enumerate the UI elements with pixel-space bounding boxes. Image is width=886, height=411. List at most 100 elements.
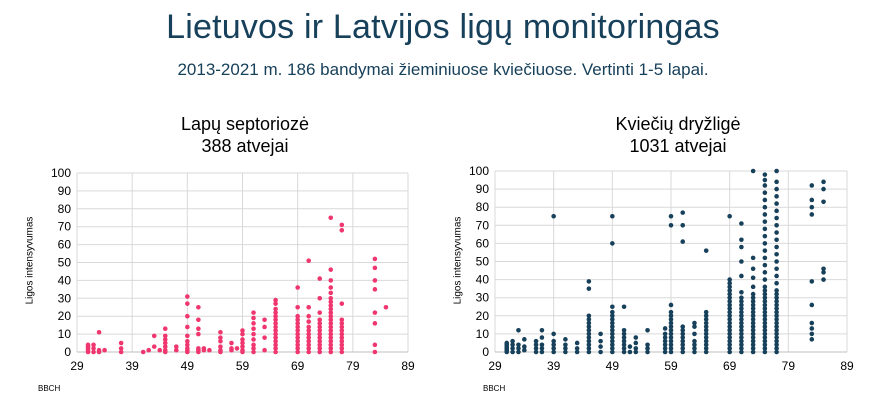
data-point [727,291,732,297]
data-point [328,328,334,333]
data-point [703,342,709,348]
data-point [727,335,732,340]
data-point [762,338,768,344]
data-point [774,327,779,333]
data-point [633,335,639,340]
data-point [703,313,709,319]
data-point [633,349,639,355]
data-point [774,342,779,348]
data-point [162,337,168,342]
data-point [317,324,323,330]
data-point [196,346,201,351]
data-point [118,349,124,355]
data-point [273,301,278,306]
data-point [162,333,168,339]
y-tick-label: 80 [476,200,490,214]
y-tick-label: 60 [476,236,490,250]
data-point [739,306,744,311]
data-point [162,344,168,349]
data-point [146,347,152,353]
data-point [774,168,779,174]
data-point [739,338,744,344]
y-tick-label: 50 [58,256,72,270]
data-point [273,297,278,303]
data-point [739,302,744,308]
data-point [727,317,732,322]
data-point [598,331,603,337]
data-point [586,320,592,326]
y-tick-label: 50 [476,255,490,269]
data-point [196,331,201,337]
data-point [102,347,107,353]
data-point [750,255,756,261]
data-point [739,299,744,304]
scatter-plot: 0 10 20 30 40 50 60 70 80 90 100 29 39 49 59 69 79 89 [469,164,854,373]
data-point [586,324,592,329]
data-point [809,197,815,203]
data-point [680,338,686,344]
data-point [750,331,756,337]
y-tick-label: 0 [482,345,489,359]
data-point [574,349,580,355]
chart-dryžligė: Kviečių dryžligė 1031 atvejai Ligos inte… [443,0,886,411]
data-point [551,338,556,344]
data-point [668,346,674,351]
data-point [96,347,102,353]
data-point [610,313,615,319]
data-point [317,310,323,315]
data-point [273,324,278,330]
data-point [621,331,627,337]
data-point [727,331,732,337]
data-point [229,346,234,351]
data-point [306,331,312,337]
data-point [692,331,697,337]
data-point [621,338,627,344]
data-point [668,213,674,219]
data-point [727,299,732,304]
data-point [586,346,592,351]
data-point [662,338,668,344]
data-point [662,349,668,355]
data-point [739,331,744,337]
data-point [185,294,190,299]
data-point [762,177,768,183]
data-point [140,349,146,355]
data-point [218,347,223,353]
data-point [522,347,527,353]
data-point [339,338,345,344]
data-point [774,266,779,272]
data-point [610,331,615,337]
page-title: Lietuvos ir Latvijos ligų monitoringas [166,8,720,46]
data-point [317,349,323,355]
y-tick-label: 20 [58,309,72,323]
data-point [727,320,732,326]
data-point [85,342,91,348]
data-point [762,309,768,315]
data-point [750,335,756,340]
data-point [610,309,615,315]
data-point [809,320,815,326]
data-point [383,304,389,310]
data-point [621,346,627,351]
data-point [610,241,615,246]
data-point [750,320,756,326]
data-point [295,313,300,319]
data-point [633,340,639,346]
data-point [240,331,245,337]
data-point [516,342,521,348]
data-point [774,251,779,257]
data-point [240,347,245,353]
data-point [295,321,300,326]
data-point [251,310,256,315]
data-point [339,321,345,326]
chart-title: Lapų septoriozė 388 atvejai [80,113,410,157]
data-point [610,327,615,333]
data-point [317,335,323,340]
data-point [273,317,278,323]
data-point [774,273,779,279]
data-point [774,338,779,344]
data-point [739,309,744,315]
data-point [91,346,96,351]
data-point [621,342,627,348]
data-point [750,302,756,308]
